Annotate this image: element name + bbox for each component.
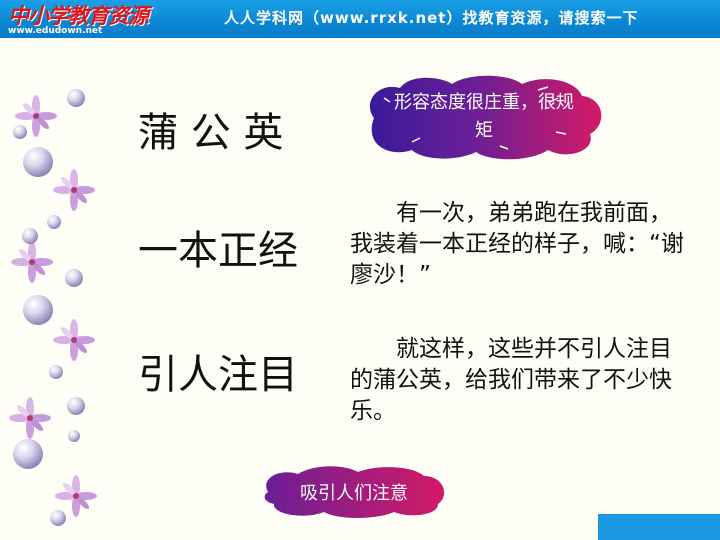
badge-cloud-shape-2	[264, 466, 445, 518]
header-slogan: 人人学科网（www.rrxk.net）找教育资源，请搜索一下	[224, 9, 639, 27]
badge-cloud-shape	[369, 75, 602, 160]
flower-pearl-decoration	[9, 89, 97, 526]
site-header-bar: 中小学教育资源 www.edudown.net 人人学科网（www.rrxk.n…	[0, 0, 720, 38]
term-yinrenzhumu: 引人注目	[138, 352, 298, 398]
definition-badge-yibenzhengjing: 形容态度很庄重，很规 矩	[360, 72, 608, 162]
term-yibenzhengjing: 一本正经	[138, 228, 298, 274]
example-sentence-yinrenzhumu: 就这样，这些并不引人注目的蒲公英，给我们带来了不少快乐。	[350, 336, 672, 424]
example-sentence-yibenzhengjing: 有一次，弟弟跑在我前面，我装着一本正经的样子，喊：“谢廖沙！”	[350, 200, 684, 288]
definition-badge-yinrenzhumu: 吸引人们注意	[258, 464, 450, 518]
site-logo[interactable]: 中小学教育资源 www.edudown.net	[0, 0, 150, 38]
badge-line-1: 形容态度很庄重，很规	[394, 92, 574, 113]
badge-line-2: 矩	[475, 120, 493, 141]
term-pugongying: 蒲 公 英	[138, 110, 284, 156]
decor-pearls	[13, 89, 85, 526]
badge-text-yinrenzhumu: 吸引人们注意	[300, 483, 408, 504]
logo-text: 中小学教育资源	[8, 3, 149, 28]
logo-url: www.edudown.net	[8, 26, 103, 36]
corner-accent-block	[598, 514, 720, 540]
